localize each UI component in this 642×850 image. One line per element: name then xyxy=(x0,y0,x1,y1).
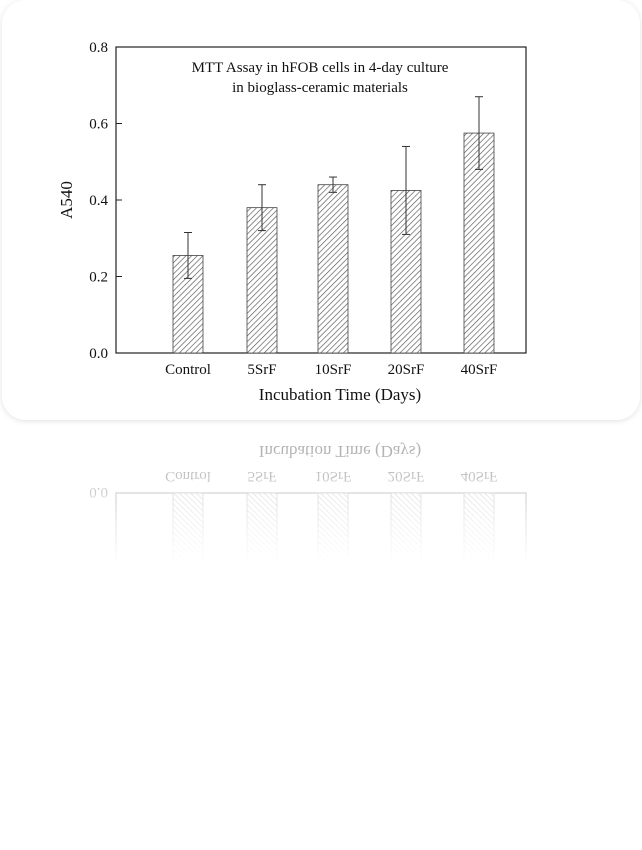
y-tick-label: 0.4 xyxy=(89,193,108,209)
x-tick-label: Control xyxy=(165,468,211,484)
error-bar xyxy=(329,176,337,193)
y-tick-label: 0.8 xyxy=(89,790,108,806)
x-axis-title: Incubation Time (Days) xyxy=(259,442,421,461)
x-tick-label: 20SrF xyxy=(388,468,425,484)
y-tick-label: 0.4 xyxy=(89,637,108,653)
error-bar xyxy=(258,614,266,662)
error-bar xyxy=(475,96,483,170)
x-tick-label: 40SrF xyxy=(461,362,498,378)
error-bar xyxy=(402,145,410,235)
y-axis-title: A540 xyxy=(57,181,76,219)
bar xyxy=(317,184,349,354)
reflected-plot: MTT Assay in hFOB cells in 4-day culture… xyxy=(57,442,527,806)
error-bar xyxy=(329,653,337,670)
error-bar xyxy=(184,567,192,614)
x-tick-label: 20SrF xyxy=(388,362,425,378)
y-tick-label: 0.0 xyxy=(89,346,108,362)
y-axis-title: A540 xyxy=(57,627,76,665)
x-tick-label: 40SrF xyxy=(461,468,498,484)
y-tick-label: 0.8 xyxy=(89,40,108,56)
y-tick-label: 0.0 xyxy=(89,484,108,500)
bar xyxy=(172,255,204,354)
chart-title: MTT Assay in hFOB cells in 4-day culture xyxy=(192,60,449,76)
y-tick-label: 0.2 xyxy=(89,561,108,577)
y-tick-label: 0.2 xyxy=(89,270,108,286)
error-bar xyxy=(258,184,266,232)
error-bar xyxy=(184,232,192,279)
reflection: MTT Assay in hFOB cells in 4-day culture… xyxy=(57,442,527,806)
bar xyxy=(246,207,278,354)
bar xyxy=(246,492,278,639)
plot: MTT Assay in hFOB cells in 4-day culture… xyxy=(57,40,527,404)
chart-subtitle: in bioglass-ceramic materials xyxy=(232,750,408,766)
x-tick-label: 10SrF xyxy=(315,468,352,484)
x-tick-label: 5SrF xyxy=(247,468,276,484)
x-tick-label: Control xyxy=(165,362,211,378)
chart-title: MTT Assay in hFOB cells in 4-day culture xyxy=(192,770,449,786)
y-tick-label: 0.6 xyxy=(89,714,108,730)
x-tick-label: 10SrF xyxy=(315,362,352,378)
x-tick-label: 5SrF xyxy=(247,362,276,378)
error-bar xyxy=(402,611,410,701)
bar xyxy=(317,492,349,662)
y-tick-label: 0.6 xyxy=(89,117,108,133)
x-axis-title: Incubation Time (Days) xyxy=(259,385,421,404)
error-bar xyxy=(475,676,483,750)
chart-subtitle: in bioglass-ceramic materials xyxy=(232,80,408,96)
